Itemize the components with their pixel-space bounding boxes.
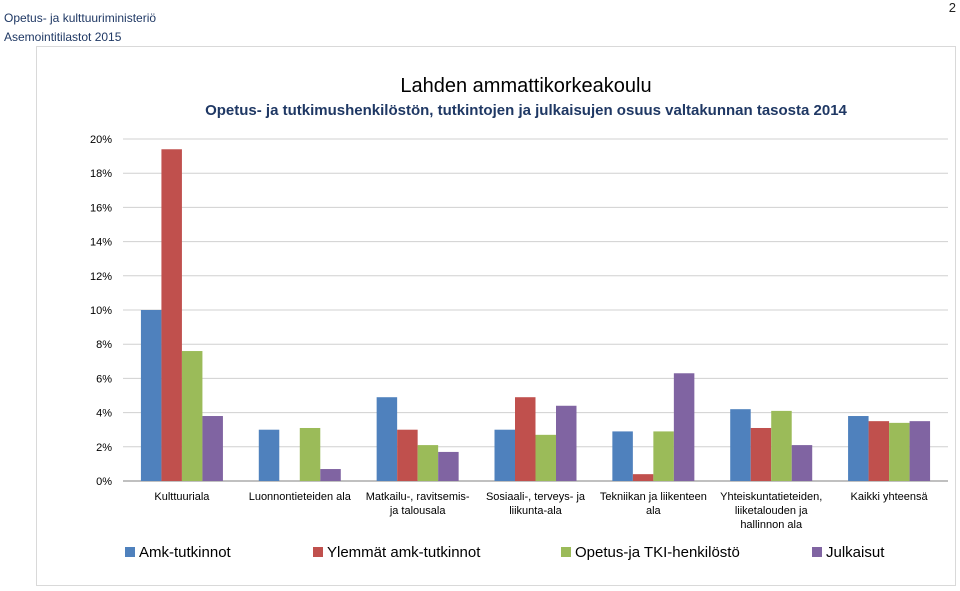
- x-tick-label: Sosiaali-, terveys- ja liikunta-ala: [486, 491, 586, 517]
- bar: [673, 373, 695, 481]
- chart-subtitle: Opetus- ja tutkimushenkilöstön, tutkinto…: [205, 102, 847, 119]
- legend-swatch: [561, 547, 571, 557]
- bar: [612, 431, 633, 481]
- y-tick-label: 4%: [96, 408, 112, 420]
- bar: [161, 149, 182, 481]
- y-tick-label: 12%: [90, 271, 112, 283]
- bar: [909, 421, 931, 481]
- bar: [868, 421, 890, 481]
- y-tick-label: 16%: [90, 202, 112, 214]
- bar: [181, 351, 203, 481]
- bar: [889, 422, 910, 481]
- bar: [417, 445, 439, 481]
- y-tick-label: 14%: [90, 237, 112, 249]
- bar: [515, 397, 536, 481]
- y-tick-label: 18%: [90, 168, 112, 180]
- bar: [632, 474, 654, 481]
- y-tick-label: 8%: [96, 339, 112, 351]
- bar: [848, 416, 869, 481]
- y-tick-label: 6%: [96, 373, 112, 385]
- legend-label: Opetus-ja TKI-henkilöstö: [575, 544, 740, 561]
- legend-label: Amk-tutkinnot: [139, 544, 232, 561]
- legend-swatch: [812, 547, 822, 557]
- bar: [438, 451, 459, 481]
- bar: [730, 409, 751, 481]
- y-tick-label: 0%: [96, 476, 112, 488]
- y-axis-ticks: 0% 2% 4% 6% 8% 10% 12% 14% 16% 18% 20%: [90, 134, 112, 488]
- bar: [535, 434, 556, 481]
- bar: [750, 427, 772, 481]
- x-tick-label: Kulttuuriala: [154, 491, 210, 503]
- bar: [771, 410, 792, 481]
- bar: [556, 405, 577, 481]
- statistics-subtitle: Asemointitilastot 2015: [4, 30, 122, 44]
- chart-frame: [36, 46, 956, 586]
- y-tick-label: 20%: [90, 134, 112, 146]
- bar: [258, 429, 280, 481]
- bar: [653, 431, 674, 481]
- bar: [202, 416, 223, 481]
- x-tick-label: Kaikki yhteensä: [851, 491, 929, 503]
- x-axis-labels: Kulttuuriala Luonnontieteiden ala Matkailu…: [154, 491, 928, 531]
- bar: [320, 469, 341, 481]
- x-tick-label: Luonnontieteiden ala: [249, 491, 352, 503]
- x-tick-label: Matkailu-, ravitsemis-ja talousala: [366, 491, 470, 517]
- legend-swatch: [125, 547, 135, 557]
- x-tick-label: Yhteiskuntatieteiden, liiketalouden ja hal…: [720, 491, 822, 531]
- legend-swatch: [313, 547, 323, 557]
- organization-name: Opetus- ja kulttuuriministeriö: [4, 11, 157, 25]
- y-tick-label: 10%: [90, 305, 112, 317]
- bar: [791, 445, 813, 481]
- chart-title: Lahden ammattikorkeakoulu: [400, 75, 651, 97]
- y-tick-label: 2%: [96, 442, 112, 454]
- page-number: 2: [948, 0, 956, 15]
- legend: Amk-tutkinnot Ylemmät amk-tutkinnot Opetus…: [125, 544, 885, 561]
- bar: [140, 310, 162, 481]
- legend-label: Ylemmät amk-tutkinnot: [327, 544, 481, 561]
- bar: [376, 397, 398, 481]
- x-tick-label: Tekniikan ja liikenteen ala: [600, 491, 707, 517]
- bar: [397, 429, 418, 481]
- bar: [494, 429, 515, 481]
- bars: [140, 149, 931, 481]
- bar: [299, 427, 321, 481]
- legend-label: Julkaisut: [826, 544, 885, 561]
